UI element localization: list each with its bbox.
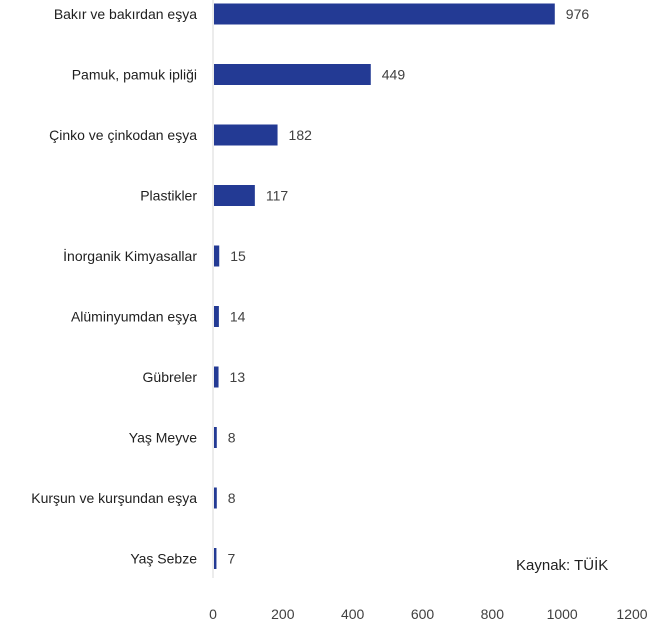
data-label: 15	[230, 248, 246, 264]
category-label: Çinko ve çinkodan eşya	[49, 127, 197, 143]
data-label: 8	[228, 430, 236, 446]
category-label: Pamuk, pamuk ipliği	[72, 67, 197, 83]
data-label: 182	[289, 127, 313, 143]
x-tick-label: 1000	[547, 606, 578, 622]
data-label: 117	[266, 188, 289, 204]
data-label: 449	[382, 67, 406, 83]
bar	[214, 366, 219, 388]
x-tick-label: 400	[341, 606, 365, 622]
data-labels-group: 976 449 182 117 15 14 13 8 8 7	[227, 6, 589, 567]
bar	[214, 427, 217, 448]
category-label: Bakır ve bakırdan eşya	[54, 6, 197, 22]
bar	[214, 487, 217, 509]
data-label: 13	[230, 369, 246, 385]
bar	[214, 124, 278, 146]
category-label: Alüminyumdan eşya	[71, 309, 197, 325]
bar	[214, 548, 217, 569]
data-label: 14	[230, 309, 246, 325]
x-tick-label: 600	[411, 606, 435, 622]
bar	[214, 185, 255, 206]
category-label: Kurşun ve kurşundan eşya	[31, 490, 197, 506]
category-label: Plastikler	[140, 188, 197, 204]
x-tick-label: 1200	[616, 606, 647, 622]
bar	[214, 306, 219, 327]
x-tick-label: 0	[209, 606, 217, 622]
bar	[214, 3, 555, 25]
category-label: Yaş Meyve	[129, 430, 197, 446]
data-label: 7	[227, 551, 235, 567]
x-tick-labels-group: 0 200 400 600 800 1000 1200	[209, 606, 648, 622]
data-label: 8	[228, 490, 236, 506]
x-tick-label: 800	[481, 606, 505, 622]
data-label: 976	[566, 6, 590, 22]
bar	[214, 245, 220, 267]
bars-group	[214, 3, 555, 569]
x-tick-label: 200	[271, 606, 295, 622]
category-labels-group: Bakır ve bakırdan eşya Pamuk, pamuk ipliğ…	[31, 6, 197, 567]
bar	[214, 64, 371, 85]
category-label: Yaş Sebze	[130, 551, 197, 567]
source-note: Kaynak: TÜİK	[516, 557, 609, 574]
category-label: Gübreler	[143, 369, 198, 385]
category-label: İnorganik Kimyasallar	[63, 247, 197, 264]
